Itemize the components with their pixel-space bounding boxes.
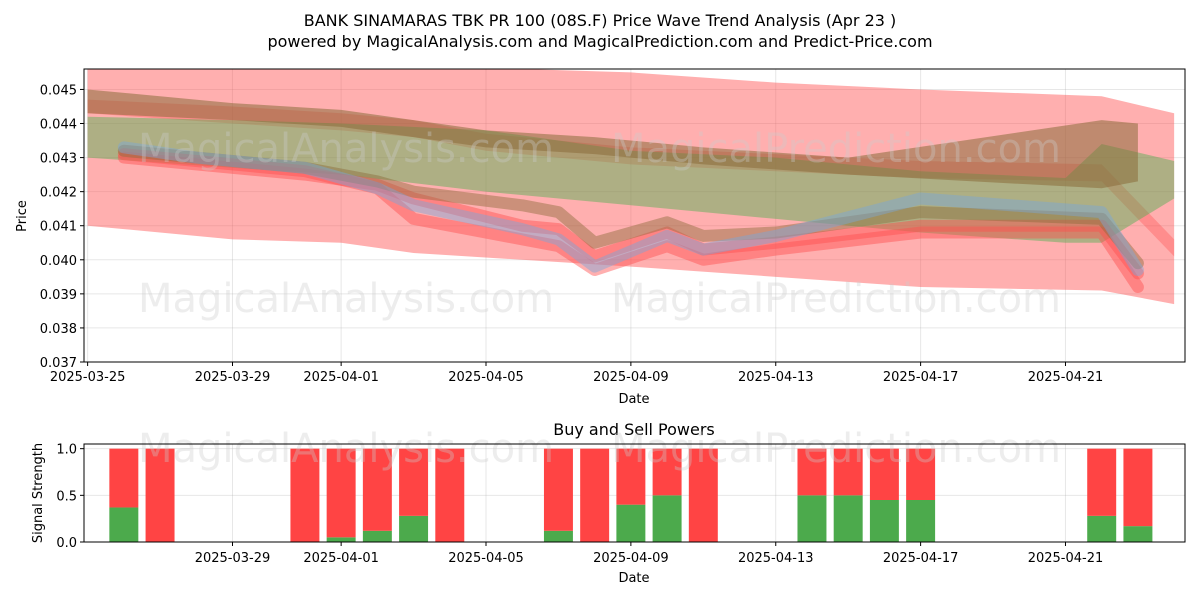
watermark-prediction-bottom: MagicalPrediction.com <box>611 276 1061 322</box>
sell-power-bar <box>688 448 718 542</box>
main-y-tick-label: 0.041 <box>40 220 77 235</box>
buy-sell-bars <box>109 448 1153 542</box>
main-y-tick-label: 0.039 <box>40 288 77 303</box>
main-x-tick-label: 2025-03-25 <box>50 370 126 385</box>
main-watermarks: MagicalAnalysis.com MagicalPrediction.co… <box>138 126 1061 322</box>
main-x-tick-label: 2025-04-13 <box>738 370 814 385</box>
main-x-tick-label: 2025-04-21 <box>1028 370 1104 385</box>
sell-power-bar <box>109 448 139 508</box>
sub-y-tick-label: 0.0 <box>56 536 77 551</box>
main-y-tick-label: 0.044 <box>40 118 77 133</box>
sell-power-bar <box>580 448 610 542</box>
blue-price-wave <box>117 141 1144 277</box>
sell-power-bar <box>326 448 356 538</box>
sell-power-bar <box>906 448 936 500</box>
sub-x-axis-label: Date <box>618 571 649 586</box>
buy-power-bar <box>543 530 573 542</box>
watermark-analysis-sub: MagicalAnalysis.com <box>138 426 554 472</box>
sub-y-axis: 0.0 0.5 1.0 <box>56 443 84 551</box>
watermark-prediction-top: MagicalPrediction.com <box>611 126 1061 172</box>
sell-power-bar <box>1087 448 1117 516</box>
sub-plot-border <box>83 443 1186 543</box>
main-y-tick-label: 0.037 <box>40 356 77 371</box>
sell-power-bar <box>399 448 429 516</box>
buy-power-bar <box>362 530 392 542</box>
main-y-axis-label: Price <box>15 200 30 232</box>
figure-title-line1: BANK SINAMARAS TBK PR 100 (08S.F) Price … <box>304 11 897 30</box>
main-y-tick-label: 0.040 <box>40 254 77 269</box>
price-bands <box>87 69 1175 305</box>
main-y-tick-label: 0.038 <box>40 322 77 337</box>
sell-power-bar <box>869 448 899 500</box>
brown-price-wave <box>117 144 1144 270</box>
buy-power-bar <box>797 495 827 542</box>
buy-power-bar <box>109 507 139 542</box>
sub-x-axis: 2025-03-29 2025-04-01 2025-04-05 2025-04-09… <box>195 542 1104 566</box>
sell-power-bar <box>435 448 465 542</box>
buy-power-bar <box>906 500 936 542</box>
red-price-wave <box>117 148 1144 294</box>
sell-power-bar <box>797 448 827 496</box>
buy-power-bar <box>1123 526 1153 542</box>
buy-power-bar <box>833 495 863 542</box>
sell-power-bar <box>543 448 573 531</box>
main-y-tick-label: 0.045 <box>40 83 77 98</box>
sub-x-tick-label: 2025-03-29 <box>195 551 271 566</box>
main-x-tick-label: 2025-04-05 <box>448 370 524 385</box>
sub-watermarks: MagicalAnalysis.com MagicalPrediction.co… <box>138 426 1061 472</box>
main-y-tick-label: 0.042 <box>40 186 77 201</box>
sub-x-tick-label: 2025-04-21 <box>1028 551 1104 566</box>
sell-power-bar <box>616 448 646 505</box>
sell-power-bar <box>145 448 175 542</box>
sub-chart-title: Buy and Sell Powers <box>553 420 715 439</box>
sell-power-bar <box>362 448 392 531</box>
buy-power-bar <box>869 500 899 542</box>
watermark-prediction-sub: MagicalPrediction.com <box>611 426 1061 472</box>
price-lines <box>117 141 1144 294</box>
sub-x-tick-label: 2025-04-09 <box>593 551 669 566</box>
sub-y-tick-label: 0.5 <box>56 489 77 504</box>
main-x-axis-label: Date <box>618 392 649 407</box>
sub-y-tick-label: 1.0 <box>56 443 77 458</box>
buy-power-bar <box>616 504 646 542</box>
buy-power-bar <box>399 515 429 542</box>
price-wave-chart: MagicalAnalysis.com MagicalPrediction.co… <box>15 68 1186 407</box>
green-price-band <box>87 116 1175 243</box>
red-price-wave <box>117 151 1144 280</box>
main-y-tick-label: 0.043 <box>40 152 77 167</box>
main-x-tick-label: 2025-04-17 <box>883 370 959 385</box>
sell-power-bar <box>290 448 320 542</box>
figure-title-line2: powered by MagicalAnalysis.com and Magic… <box>267 32 932 51</box>
buy-sell-powers-chart: Buy and Sell Powers MagicalAnalysis.com … <box>31 420 1186 586</box>
main-plot-border <box>83 68 1186 363</box>
main-x-axis: 2025-03-25 2025-03-29 2025-04-01 2025-04-05… <box>50 362 1103 385</box>
main-x-tick-label: 2025-04-01 <box>303 370 379 385</box>
main-y-axis: 0.037 0.038 0.039 0.040 0.041 0.042 0.043 0.044… <box>40 83 84 371</box>
brown-price-band <box>87 89 1138 189</box>
sub-x-tick-label: 2025-04-17 <box>883 551 959 566</box>
main-x-tick-label: 2025-03-29 <box>195 370 271 385</box>
sub-x-tick-label: 2025-04-13 <box>738 551 814 566</box>
watermark-analysis-top: MagicalAnalysis.com <box>138 126 554 172</box>
watermark-analysis-bottom: MagicalAnalysis.com <box>138 276 554 322</box>
buy-power-bar <box>1087 515 1117 542</box>
buy-power-bar <box>326 537 356 542</box>
sub-x-tick-label: 2025-04-05 <box>448 551 524 566</box>
sell-power-bar <box>652 448 682 496</box>
sub-y-axis-label: Signal Strength <box>31 443 46 543</box>
sub-x-tick-label: 2025-04-01 <box>303 551 379 566</box>
buy-power-bar <box>652 495 682 542</box>
sell-power-bar <box>833 448 863 496</box>
sell-power-bar <box>1123 448 1153 527</box>
main-x-tick-label: 2025-04-09 <box>593 370 669 385</box>
